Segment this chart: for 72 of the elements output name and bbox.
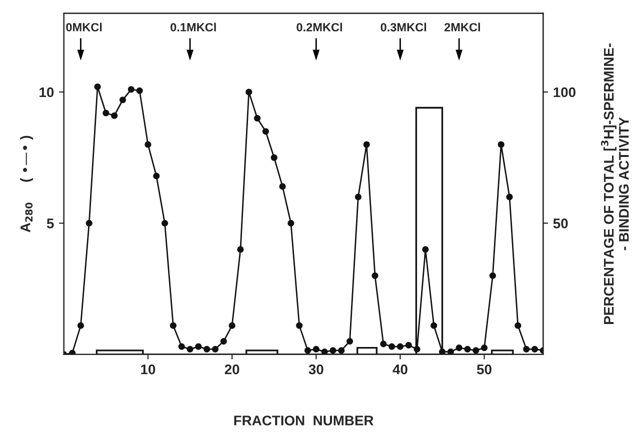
ref-line-label: 0.3MKCl bbox=[380, 22, 426, 32]
point bbox=[254, 114, 261, 122]
y2-tick-label: 100 bbox=[554, 87, 576, 98]
point bbox=[414, 346, 420, 352]
point bbox=[296, 322, 303, 329]
point bbox=[144, 141, 152, 148]
point bbox=[195, 343, 202, 350]
point bbox=[456, 344, 462, 352]
point bbox=[111, 112, 118, 119]
point bbox=[304, 347, 312, 354]
ref-line-label: 0.2MKCl bbox=[296, 22, 342, 32]
point bbox=[430, 322, 438, 329]
point bbox=[178, 343, 185, 350]
point bbox=[330, 347, 336, 354]
text: A$_{280}$ ( •—• ) bbox=[20, 136, 34, 232]
point bbox=[363, 141, 370, 148]
point bbox=[270, 154, 278, 161]
point bbox=[94, 83, 101, 90]
point bbox=[246, 88, 252, 96]
point bbox=[338, 347, 345, 354]
point bbox=[480, 344, 488, 352]
ref-line-label: 0MKCl bbox=[66, 22, 102, 32]
point bbox=[354, 194, 362, 200]
point bbox=[472, 347, 480, 354]
point bbox=[312, 346, 320, 352]
point bbox=[119, 96, 126, 104]
point bbox=[77, 322, 84, 329]
point bbox=[321, 348, 328, 354]
point bbox=[153, 172, 160, 180]
point bbox=[228, 322, 236, 329]
ref-line-label: 0.1MKCl bbox=[170, 22, 216, 32]
point bbox=[489, 272, 496, 279]
x-tick-label: 40 bbox=[392, 364, 408, 374]
y2-tick-label: 50 bbox=[553, 218, 568, 228]
point bbox=[279, 183, 286, 190]
point bbox=[388, 343, 396, 350]
point bbox=[186, 346, 194, 352]
point bbox=[262, 128, 269, 135]
x-axis-title: FRACTION NUMBER bbox=[234, 416, 374, 426]
point bbox=[531, 346, 538, 352]
point bbox=[102, 110, 110, 116]
point bbox=[212, 346, 219, 352]
point bbox=[69, 350, 76, 354]
point bbox=[464, 346, 471, 352]
point bbox=[405, 342, 412, 349]
point bbox=[86, 220, 92, 226]
point bbox=[204, 346, 210, 352]
point bbox=[372, 272, 378, 279]
point bbox=[514, 322, 522, 329]
point bbox=[380, 340, 387, 348]
point bbox=[161, 220, 168, 226]
point bbox=[422, 246, 429, 253]
point bbox=[438, 348, 446, 354]
y2-axis-title: PERCENTAGE OF TOTAL [$^{3}$H]-SPERMINE- - BINDING ACTIVITY bbox=[601, 43, 629, 324]
point bbox=[346, 338, 354, 345]
point bbox=[136, 87, 143, 94]
x-tick-label: 30 bbox=[308, 364, 324, 374]
point bbox=[237, 246, 244, 253]
point bbox=[288, 220, 294, 226]
point bbox=[506, 194, 513, 200]
x-tick-label: 50 bbox=[477, 364, 492, 374]
point bbox=[128, 86, 134, 93]
point bbox=[170, 322, 176, 329]
x-tick-label: 20 bbox=[224, 364, 240, 374]
y-tick-label: 5 bbox=[46, 218, 54, 228]
point bbox=[396, 343, 404, 350]
x-tick-label: 10 bbox=[141, 364, 156, 374]
point bbox=[498, 141, 504, 148]
point bbox=[220, 338, 227, 345]
ref-line-label: 2MKCl bbox=[444, 22, 480, 32]
point bbox=[447, 348, 454, 354]
point bbox=[523, 346, 530, 352]
